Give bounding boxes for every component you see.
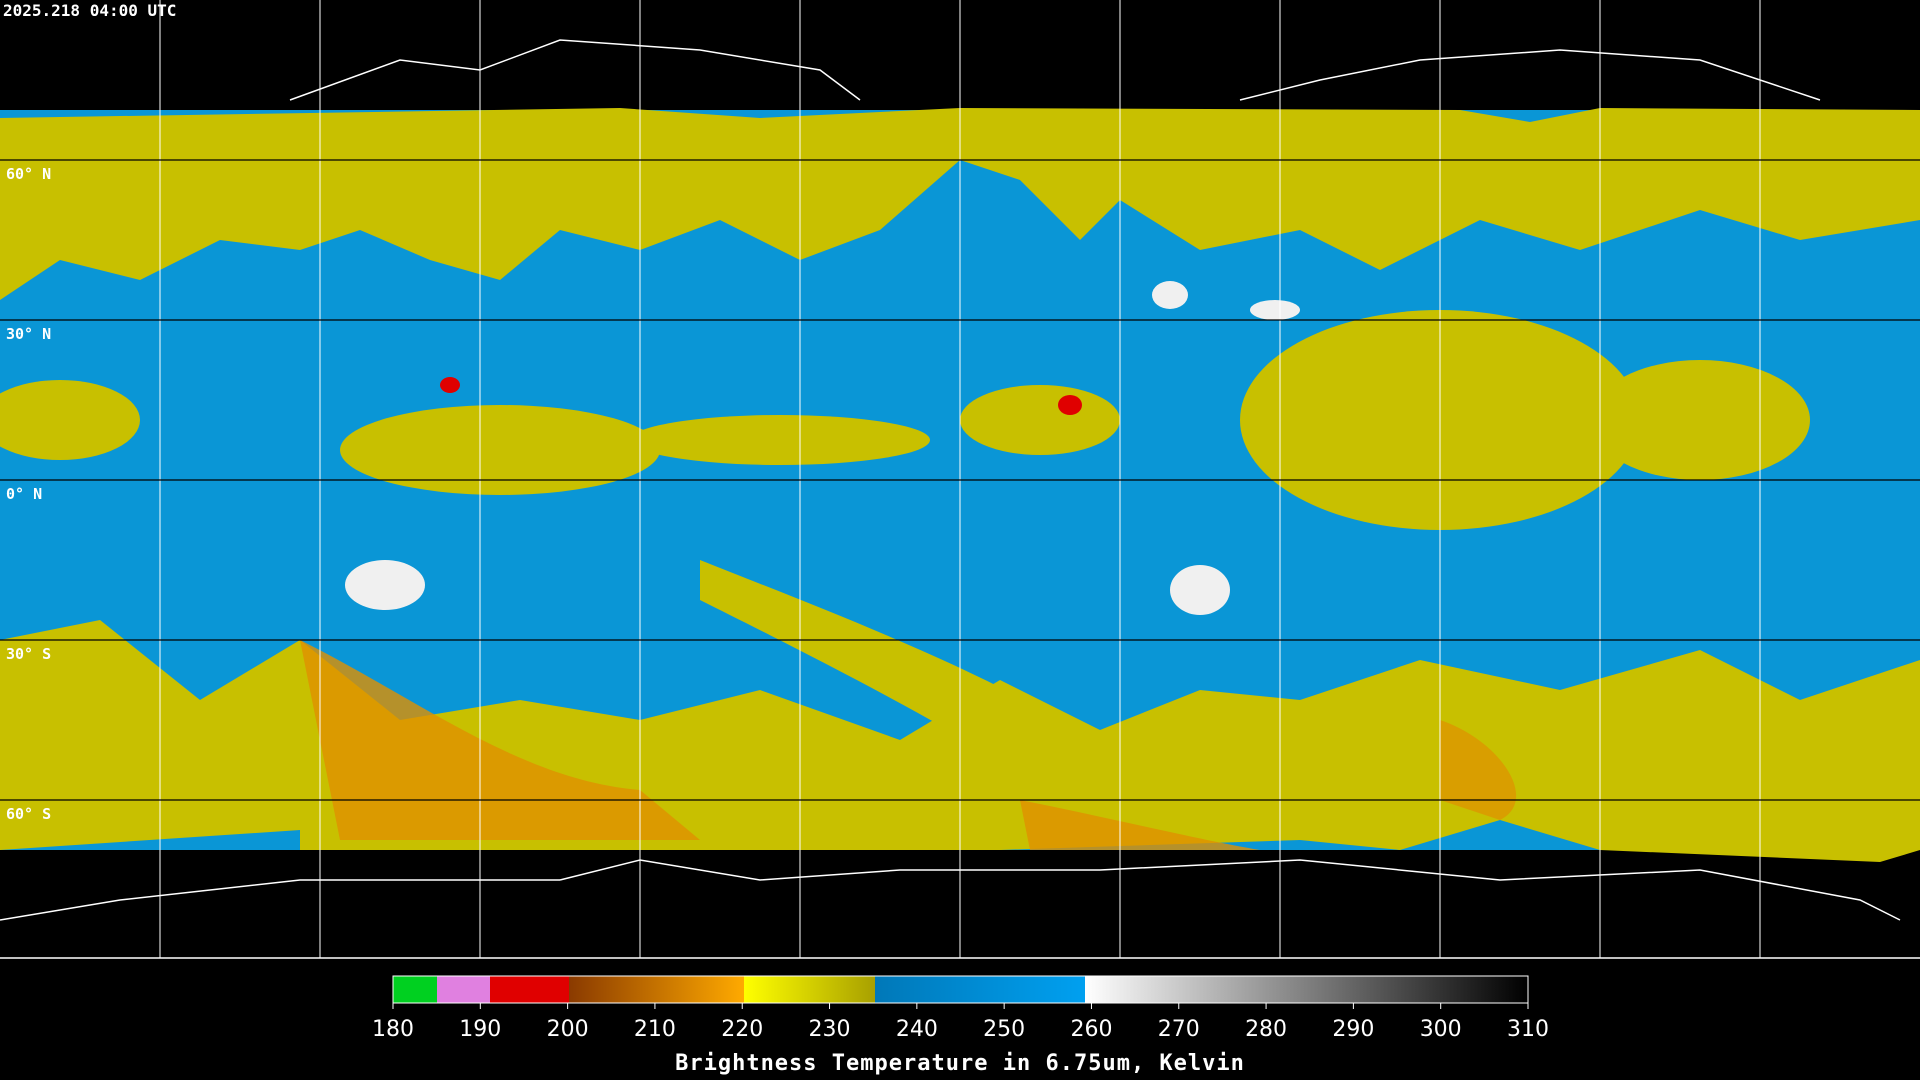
color-segment bbox=[744, 976, 875, 1003]
colorbar-tick-label: 220 bbox=[721, 1017, 763, 1042]
coastline bbox=[1239, 49, 1821, 101]
latitude-label: 30° S bbox=[6, 645, 51, 663]
convection bbox=[1590, 360, 1810, 480]
color-segment bbox=[437, 976, 490, 1003]
timestamp: 2025.218 04:00 UTC bbox=[3, 1, 176, 20]
very-dry bbox=[1170, 565, 1230, 615]
convection bbox=[630, 415, 930, 465]
coastline bbox=[0, 879, 560, 921]
cold-cloud bbox=[1440, 720, 1517, 820]
colorbar-tick-label: 210 bbox=[634, 1017, 676, 1042]
colorbar-tick-label: 260 bbox=[1070, 1017, 1112, 1042]
coastline bbox=[559, 859, 1901, 921]
latitude-label: 0° N bbox=[6, 485, 42, 503]
colorbar-tick-label: 310 bbox=[1507, 1017, 1549, 1042]
latitude-label: 60° S bbox=[6, 805, 51, 823]
coastline bbox=[289, 39, 861, 101]
colorbar-tick-label: 240 bbox=[896, 1017, 938, 1042]
colorbar-tick-label: 280 bbox=[1245, 1017, 1287, 1042]
colorbar-tick-label: 290 bbox=[1332, 1017, 1374, 1042]
very-dry bbox=[1250, 300, 1300, 320]
convection bbox=[960, 385, 1120, 455]
convection bbox=[0, 380, 140, 460]
colorbar-tick-label: 180 bbox=[372, 1017, 414, 1042]
colorbar-tick-label: 300 bbox=[1420, 1017, 1462, 1042]
latitude-label: 60° N bbox=[6, 165, 51, 183]
colorbar-title: Brightness Temperature in 6.75um, Kelvin bbox=[675, 1051, 1245, 1076]
colorbar-tick-label: 200 bbox=[547, 1017, 589, 1042]
deep-convection bbox=[440, 377, 460, 393]
graticule: 60° N 30° N 0° N 30° S 60° S bbox=[0, 0, 1920, 958]
deep-convection bbox=[1058, 395, 1082, 415]
very-dry bbox=[1152, 281, 1188, 309]
very-dry bbox=[345, 560, 425, 610]
cold-cloud bbox=[1020, 800, 1260, 850]
convection bbox=[340, 405, 660, 495]
color-segment bbox=[569, 976, 744, 1003]
colorbar-frame bbox=[392, 975, 1529, 1004]
latitude-label: 30° N bbox=[6, 325, 51, 343]
colorbar-tick-label: 250 bbox=[983, 1017, 1025, 1042]
colorbar: Brightness Temperature in 6.75um, Kelvin… bbox=[372, 975, 1549, 1076]
colorbar-tick-label: 270 bbox=[1158, 1017, 1200, 1042]
colorbar-tick-label: 190 bbox=[459, 1017, 501, 1042]
moist-plume bbox=[700, 560, 1060, 760]
color-segment bbox=[1085, 976, 1528, 1003]
color-segment bbox=[875, 976, 1085, 1003]
colorbar-tick-label: 230 bbox=[809, 1017, 851, 1042]
coastlines bbox=[0, 39, 1901, 921]
color-segment bbox=[393, 976, 437, 1003]
cold-cloud bbox=[300, 640, 700, 840]
color-segment bbox=[490, 976, 569, 1003]
